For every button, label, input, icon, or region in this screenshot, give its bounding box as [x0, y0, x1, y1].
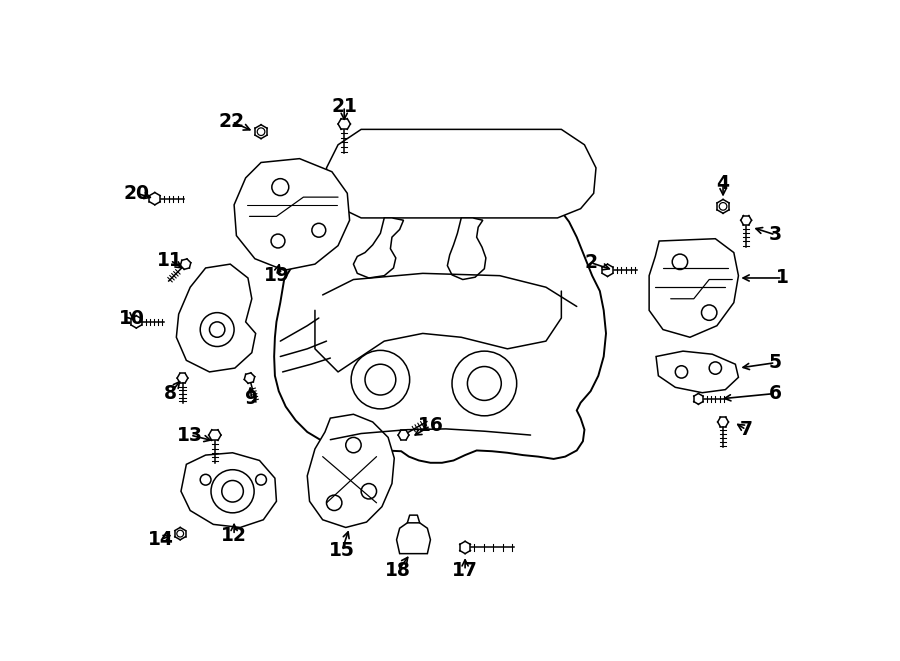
- Polygon shape: [447, 218, 486, 280]
- Polygon shape: [327, 130, 596, 218]
- Text: 19: 19: [264, 266, 290, 285]
- Text: 6: 6: [769, 384, 782, 403]
- Text: 15: 15: [329, 541, 355, 560]
- Text: 1: 1: [776, 268, 788, 288]
- Text: 5: 5: [769, 353, 782, 372]
- Polygon shape: [656, 351, 738, 393]
- Text: 9: 9: [245, 389, 258, 408]
- Polygon shape: [354, 218, 403, 278]
- Text: 17: 17: [452, 561, 478, 580]
- Text: 4: 4: [716, 174, 730, 193]
- Polygon shape: [397, 523, 430, 554]
- Text: 7: 7: [740, 420, 752, 439]
- Circle shape: [351, 350, 410, 409]
- Polygon shape: [181, 453, 276, 527]
- Text: 14: 14: [148, 530, 174, 549]
- Text: 20: 20: [123, 184, 149, 203]
- Circle shape: [200, 313, 234, 346]
- Polygon shape: [649, 239, 738, 337]
- Text: 21: 21: [331, 97, 357, 116]
- Polygon shape: [176, 264, 256, 372]
- Text: 13: 13: [177, 426, 203, 445]
- Text: 11: 11: [158, 251, 183, 270]
- Polygon shape: [274, 156, 606, 463]
- Text: 10: 10: [119, 309, 145, 327]
- Text: 18: 18: [385, 561, 411, 580]
- Circle shape: [452, 351, 517, 416]
- Polygon shape: [234, 159, 349, 270]
- Text: 8: 8: [164, 384, 176, 403]
- Text: 3: 3: [769, 225, 782, 245]
- Polygon shape: [307, 414, 394, 527]
- Text: 22: 22: [219, 112, 245, 131]
- Text: 16: 16: [418, 416, 444, 436]
- Text: 12: 12: [221, 525, 247, 545]
- Circle shape: [211, 470, 254, 513]
- Text: 2: 2: [584, 253, 597, 272]
